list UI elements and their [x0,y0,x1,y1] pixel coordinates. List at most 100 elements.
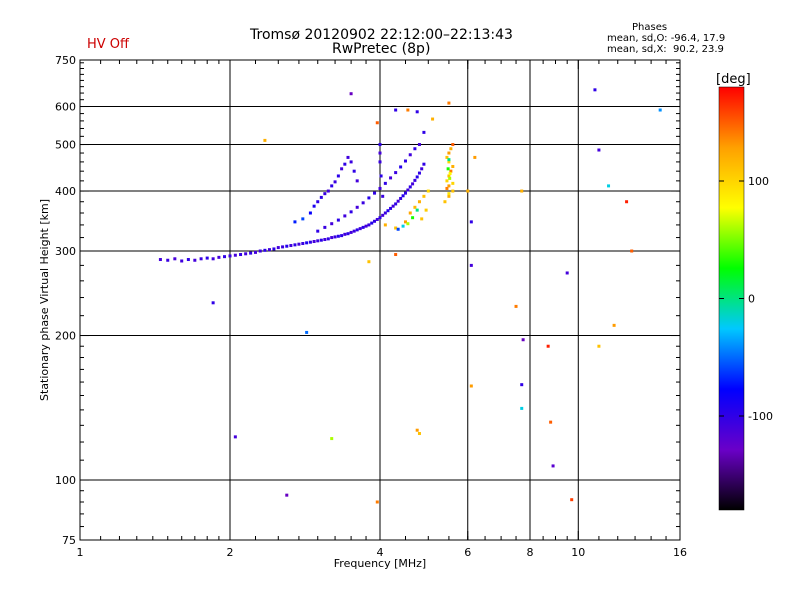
data-point [326,237,330,241]
data-point [205,256,209,260]
data-point [451,143,455,147]
data-point [333,180,337,184]
data-point [597,344,601,348]
data-point [249,251,253,255]
data-point [326,189,330,193]
data-point [401,224,405,228]
data-point [403,191,407,195]
x-tick-label: 10 [571,546,585,559]
data-point [383,181,387,185]
data-point [443,200,447,204]
data-point [378,186,382,190]
data-point [378,160,382,164]
data-point [394,226,398,230]
colorbar-tick-label: 100 [748,175,769,188]
data-point [448,176,452,180]
data-point [445,186,449,190]
data-point [336,234,340,238]
data-point [431,117,435,121]
data-point [378,151,382,155]
data-point [394,253,398,257]
data-point [406,222,410,226]
data-point [607,184,611,188]
data-point [565,271,569,275]
data-point [364,224,368,228]
data-point [180,259,184,263]
data-point [394,171,398,175]
data-point [316,229,320,233]
data-point [469,220,473,224]
data-point [570,498,574,502]
data-point [447,160,451,164]
data-point [378,216,382,220]
data-point [415,208,419,212]
x-tick-label: 1 [77,546,84,559]
data-point [417,171,421,175]
y-axis-label: Stationary phase Virtual Height [km] [38,199,51,401]
data-point [263,248,267,252]
data-point [426,189,430,193]
x-tick-labels: 1 2 4 6 8 10 16 [77,546,688,559]
data-point [447,184,451,188]
data-point [349,210,353,214]
data-point [417,200,421,204]
data-point [370,221,374,225]
data-point [408,211,412,215]
data-point [323,225,327,229]
data-point [422,130,426,134]
data-point [448,172,452,176]
data-point [355,228,359,232]
data-point [361,201,365,205]
data-point [217,255,221,259]
data-point [612,323,616,327]
data-point [330,437,334,441]
data-point [379,174,383,178]
data-point [381,213,385,217]
data-point [386,209,390,213]
data-point [401,194,405,198]
data-point [451,181,455,185]
data-point [305,330,309,334]
data-point [383,211,387,215]
data-point [394,202,398,206]
data-point [549,420,553,424]
data-point [330,222,334,226]
data-point [361,225,365,229]
data-point [415,428,419,432]
data-point [447,101,451,105]
data-point [316,200,320,204]
x-tick-label: 2 [227,546,234,559]
data-point [394,108,398,112]
data-point [396,199,400,203]
data-point [378,143,382,147]
data-point [415,175,419,179]
data-point [422,162,426,166]
data-point [367,223,371,227]
y-tick-label: 400 [55,185,76,198]
y-tick-label: 75 [62,534,76,547]
data-point [293,243,297,247]
data-point [593,88,597,92]
data-point [413,205,417,209]
data-point [258,249,262,253]
y-tick-label: 600 [55,101,76,114]
y-tick-label: 750 [55,54,76,67]
data-point [293,220,297,224]
x-tick-label: 6 [464,546,471,559]
data-point [469,384,473,388]
data-point [333,235,337,239]
data-point [267,248,271,252]
data-point [211,301,215,305]
data-point [375,500,379,504]
data-point [466,189,470,193]
y-tick-label: 300 [55,245,76,258]
data-point [399,165,403,169]
data-point [297,242,301,246]
data-point [323,192,327,196]
data-point [346,155,350,159]
colorbar-unit-label: [deg] [716,72,751,87]
data-point [403,159,407,163]
y-tick-label: 200 [55,330,76,343]
data-point [239,253,243,257]
